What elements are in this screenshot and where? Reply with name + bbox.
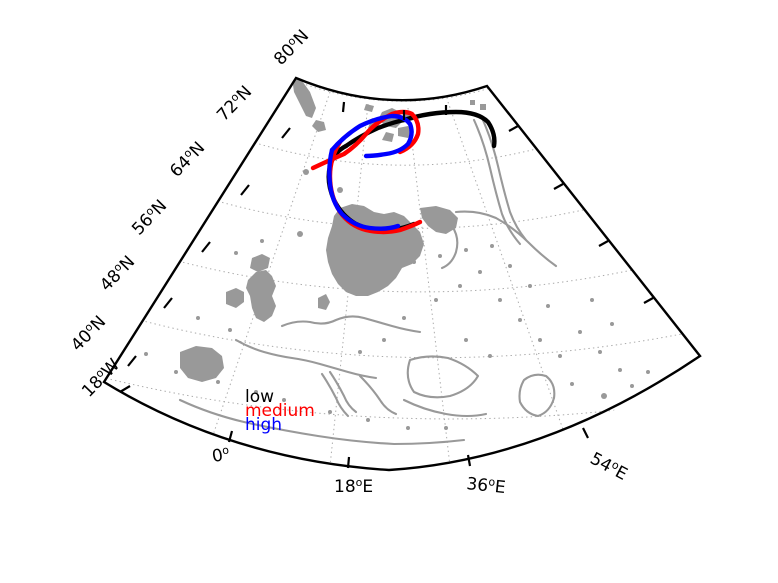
legend-entry-low: low: [245, 387, 274, 407]
lat-label-64: 64oN: [165, 137, 209, 181]
map-frame: [102, 76, 702, 472]
axis-ticks: [119, 101, 654, 469]
lat-label-40: 40oN: [66, 311, 110, 355]
lat-label-48: 48oN: [95, 251, 139, 295]
lon-label-18e: 18oE: [334, 476, 373, 498]
legend-entry-high: high: [245, 415, 282, 435]
legend-entry-medium: medium: [245, 401, 315, 421]
legend: low medium high: [245, 387, 315, 435]
lon-label-36e: 36oE: [465, 473, 506, 498]
lat-label-72: 72oN: [212, 81, 256, 125]
longitude-labels: 18oW 0o 18oE 36oE 54oE: [78, 355, 632, 498]
lat-label-56: 56oN: [127, 195, 171, 239]
coastlines: [144, 78, 650, 446]
trajectory-low-east: [401, 109, 497, 149]
trajectory-group: [310, 109, 497, 235]
lon-label-0: 0o: [210, 443, 231, 467]
latitude-labels: 40oN 48oN 56oN 64oN 72oN 80oN: [66, 25, 313, 355]
lat-label-80: 80oN: [269, 25, 313, 69]
trajectory-low-branch: [343, 117, 407, 149]
trajectory-high-branch: [329, 113, 414, 159]
lon-label-54e: 54oE: [587, 447, 632, 484]
trajectory-high: [327, 147, 401, 231]
